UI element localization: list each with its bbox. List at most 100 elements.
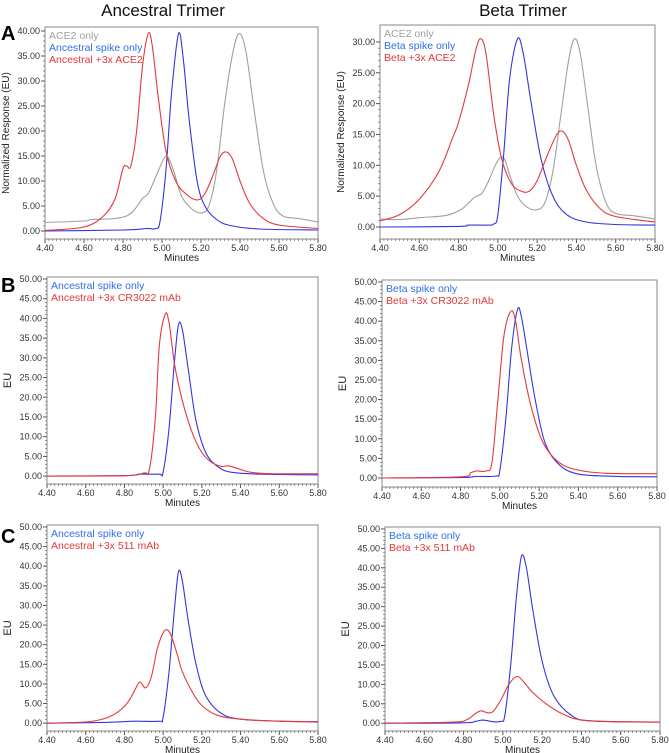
y-tick-label: 40.00 — [354, 316, 377, 326]
x-tick-label: 4.80 — [455, 735, 473, 745]
legend-entry: ACE2 only — [49, 30, 99, 42]
plot-frame — [384, 526, 661, 732]
y-tick-label: 25.00 — [357, 621, 380, 631]
x-tick-label: 5.60 — [271, 735, 289, 745]
y-tick-label: 30.00 — [19, 353, 42, 363]
x-tick-label: 5.40 — [568, 243, 586, 253]
series-line-beta-3x-cr3022-mab — [381, 310, 658, 479]
panel-label-b: B — [1, 275, 15, 297]
y-tick-label: 50.00 — [19, 274, 42, 284]
x-tick-label: 5.40 — [570, 491, 588, 501]
y-tick-label: 5.00 — [362, 699, 380, 709]
x-tick-label: 4.40 — [373, 491, 391, 501]
y-tick-label: 10.00 — [17, 176, 40, 186]
y-tick-label: 25.00 — [19, 620, 42, 630]
x-tick-label: 4.40 — [371, 243, 389, 253]
legend-entry: Ancestral spike only — [51, 528, 145, 540]
x-tick-label: 5.60 — [609, 491, 627, 501]
x-tick-label: 5.80 — [309, 488, 327, 498]
x-axis-label: Minutes — [500, 253, 535, 264]
chart-panel-a-beta: 0.00 5.00 10.00 15.00 20.00 25.00 30.00 4.40 4.6… — [336, 24, 664, 264]
y-tick-label: 10.00 — [354, 434, 377, 444]
y-tick-label: 30.00 — [17, 76, 40, 86]
y-tick-label: 10.00 — [19, 679, 42, 689]
x-tick-label: 4.60 — [411, 243, 429, 253]
y-tick-label: 0.00 — [22, 226, 40, 236]
x-tick-label: 5.20 — [193, 488, 211, 498]
y-tick-label: 35.00 — [17, 51, 40, 61]
x-tick-label: 5.20 — [193, 735, 211, 745]
x-tick-label: 4.40 — [36, 243, 54, 253]
y-tick-label: 15.00 — [354, 414, 377, 424]
y-tick-label: 45.00 — [357, 543, 380, 553]
legend-entry: Beta +3x CR3022 mAb — [386, 295, 494, 307]
series-line-beta-3x-511-mab — [384, 675, 661, 724]
x-tick-label: 4.80 — [116, 735, 134, 745]
y-tick-label: 0.00 — [24, 718, 42, 728]
legend-entry: Ancestral spike only — [51, 280, 145, 292]
x-tick-label: 5.60 — [270, 243, 288, 253]
y-tick-label: 30.00 — [352, 37, 375, 47]
plot-frame — [46, 276, 319, 485]
y-tick-label: 35.00 — [19, 333, 42, 343]
y-tick-label: 25.00 — [17, 101, 40, 111]
x-tick-label: 5.00 — [494, 735, 512, 745]
x-axis-label: Minutes — [505, 745, 540, 753]
y-tick-label: 5.00 — [24, 699, 42, 709]
y-tick-label: 10.00 — [352, 160, 375, 170]
y-tick-label: 15.00 — [357, 660, 380, 670]
series-line-ancestral-spike-only — [44, 32, 319, 232]
y-tick-label: 10.00 — [19, 432, 42, 442]
y-tick-label: 20.00 — [357, 641, 380, 651]
y-tick-label: 5.00 — [357, 191, 375, 201]
y-tick-label: 35.00 — [357, 582, 380, 592]
series-line-ancestral-3x-cr3022-mab — [46, 312, 319, 477]
y-tick-label: 20.00 — [19, 640, 42, 650]
x-tick-label: 5.80 — [309, 735, 327, 745]
series-line-ace2-only — [44, 32, 319, 224]
y-axis-label: Normalized Response (EU) — [336, 71, 347, 193]
y-tick-label: 30.00 — [354, 355, 377, 365]
y-tick-label: 25.00 — [19, 373, 42, 383]
legend-entry: Ancestral spike only — [49, 42, 143, 54]
x-tick-label: 5.60 — [607, 243, 625, 253]
y-tick-label: 40.00 — [357, 563, 380, 573]
x-tick-label: 5.40 — [231, 243, 249, 253]
x-axis-label: Minutes — [165, 498, 200, 509]
y-tick-label: 50.00 — [19, 522, 42, 532]
y-tick-label: 15.00 — [19, 659, 42, 669]
x-tick-label: 5.00 — [491, 491, 509, 501]
panel-label-a: A — [1, 23, 15, 45]
series-line-ace2-only — [379, 38, 656, 221]
y-axis-label: EU — [2, 373, 14, 388]
chart-panel-c-beta: 0.00 5.00 10.00 15.00 20.00 25.00 30.00 35.00 40… — [340, 524, 669, 753]
series-line-beta-3x-ace2 — [379, 38, 656, 223]
plot-frame — [46, 524, 319, 732]
y-tick-label: 45.00 — [19, 542, 42, 552]
legend-entry: Beta +3x ACE2 — [384, 52, 456, 64]
x-tick-label: 4.80 — [450, 243, 468, 253]
x-tick-label: 5.80 — [646, 243, 664, 253]
y-tick-label: 5.00 — [24, 451, 42, 461]
chart-panel-b-beta: 0.00 5.00 10.00 15.00 20.00 25.00 30.00 35.00 40… — [337, 277, 666, 512]
x-tick-label: 5.20 — [533, 735, 551, 745]
x-tick-label: 4.80 — [114, 243, 132, 253]
x-tick-label: 5.60 — [612, 735, 630, 745]
x-tick-label: 4.40 — [376, 735, 394, 745]
y-tick-label: 50.00 — [357, 524, 380, 534]
y-axis-label: EU — [340, 621, 352, 636]
panel-label-c: C — [1, 526, 15, 548]
chart-panel-a-ancestral: 0.00 5.00 10.00 15.00 20.00 25.00 30.00 35.00 40… — [1, 26, 327, 264]
x-tick-label: 5.40 — [573, 735, 591, 745]
y-tick-label: 15.00 — [19, 412, 42, 422]
y-tick-label: 20.00 — [354, 395, 377, 405]
y-tick-label: 50.00 — [354, 277, 377, 287]
legend-entry: Beta spike only — [386, 283, 458, 295]
y-tick-label: 40.00 — [19, 561, 42, 571]
series-line-beta-spike-only — [384, 554, 661, 724]
x-tick-label: 4.40 — [38, 488, 56, 498]
x-tick-label: 4.80 — [452, 491, 470, 501]
x-tick-label: 5.00 — [154, 488, 172, 498]
x-tick-label: 5.40 — [232, 488, 250, 498]
x-tick-label: 4.60 — [77, 735, 95, 745]
